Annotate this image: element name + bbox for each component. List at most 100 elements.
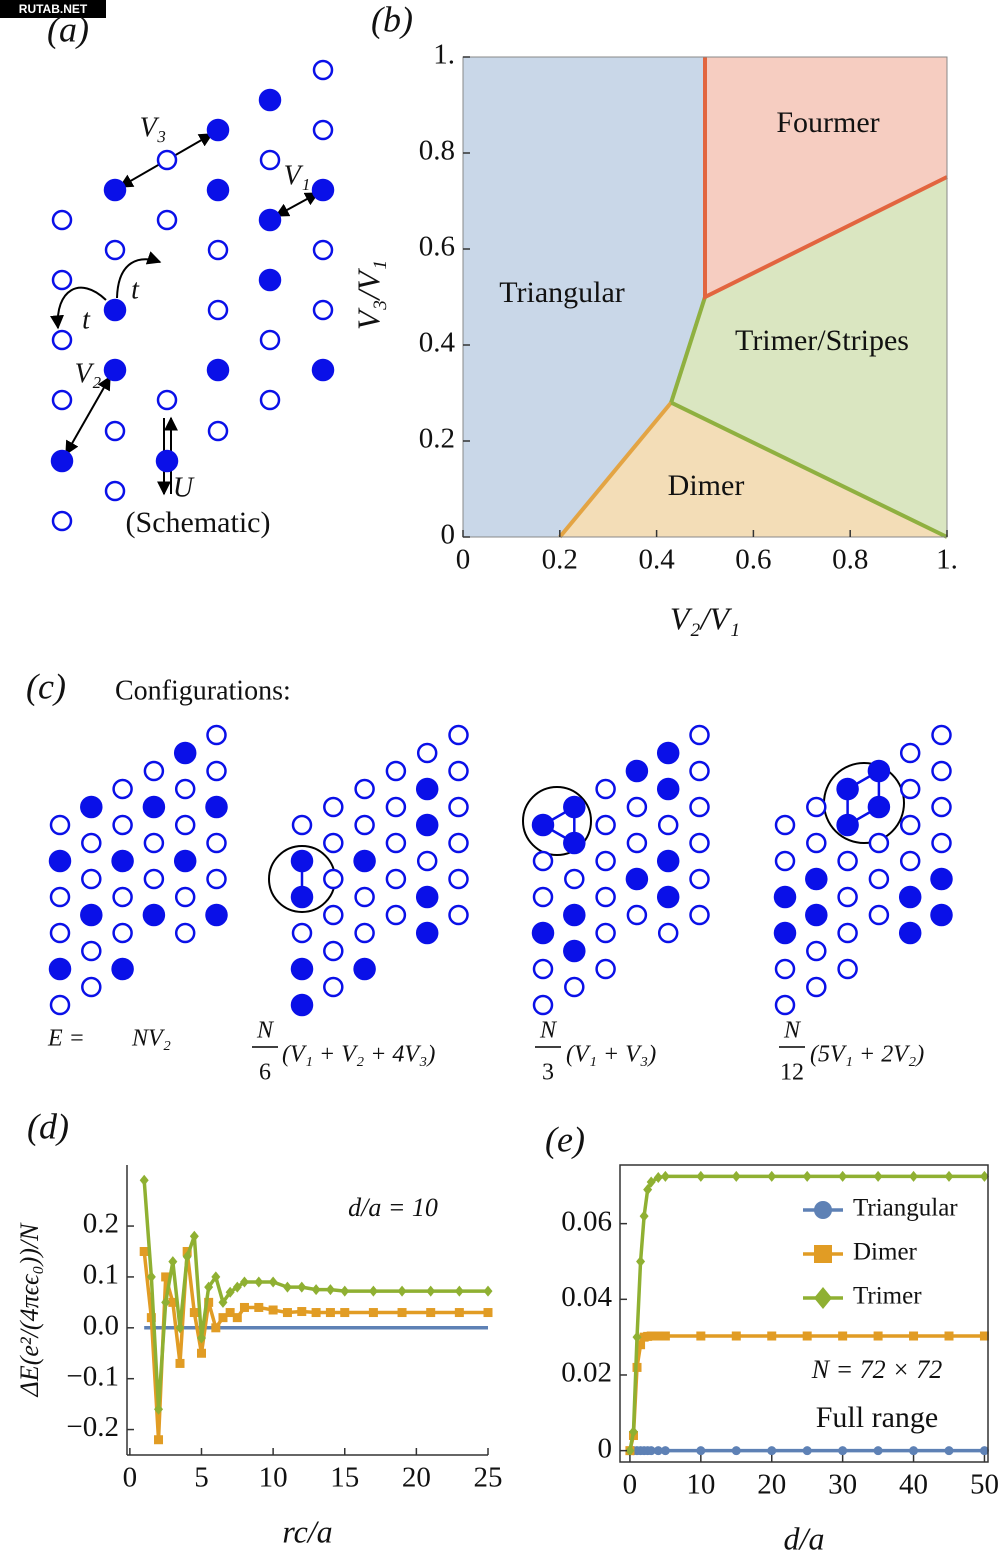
- filled-site: [415, 813, 439, 837]
- filled-site: [48, 957, 72, 981]
- energy: NV₂: [131, 1026, 171, 1052]
- panel-label: (c): [26, 666, 66, 706]
- x-tick-label: 0.6: [735, 544, 771, 576]
- x-tick-label: 0: [123, 1462, 138, 1494]
- empty-site: [931, 724, 952, 746]
- empty-site: [689, 832, 710, 854]
- empty-site: [207, 239, 229, 261]
- frame: [462, 56, 948, 538]
- filled-site: [142, 795, 166, 819]
- annotation: N = 72 × 72: [811, 1355, 942, 1384]
- filled-site: [531, 813, 555, 837]
- phase-boundary: [703, 57, 948, 301]
- filled-site: [103, 178, 127, 202]
- filled-site: [353, 957, 376, 981]
- phase-boundary: [670, 400, 948, 539]
- empty-site: [564, 868, 585, 890]
- marker: [340, 1308, 350, 1318]
- panel-label: (e): [545, 1119, 585, 1159]
- marker: [232, 1281, 242, 1293]
- marker: [225, 1286, 235, 1298]
- y-tick-label: 0.2: [83, 1208, 119, 1240]
- filled-site: [836, 777, 859, 801]
- x-axis-label: d/a: [784, 1520, 825, 1556]
- energy: (V₁ + V₂ + 4V₃): [282, 1042, 435, 1068]
- empty-site: [899, 778, 921, 800]
- empty-site: [81, 868, 102, 890]
- filled-site: [930, 867, 953, 891]
- empty-site: [689, 796, 710, 818]
- y-tick-label: 0.4: [419, 327, 456, 359]
- empty-site: [657, 922, 679, 944]
- filled-site: [656, 885, 680, 909]
- x-tick-label: 20: [402, 1462, 431, 1494]
- marker: [239, 1302, 249, 1312]
- empty-site: [532, 994, 554, 1016]
- v1-label: V₁: [284, 160, 311, 191]
- u-label: U: [173, 472, 195, 503]
- empty-site: [899, 850, 921, 872]
- empty-site: [385, 832, 407, 854]
- v2-label: V₂: [75, 358, 102, 389]
- empty-site: [354, 778, 375, 800]
- marker: [767, 1446, 777, 1456]
- empty-site: [323, 796, 344, 818]
- empty-site: [774, 850, 796, 872]
- marker: [767, 1170, 777, 1182]
- empty-site: [416, 850, 438, 872]
- x-tick-label: 50: [970, 1469, 999, 1501]
- filled-site: [258, 208, 282, 232]
- empty-site: [385, 760, 407, 782]
- chart: (b) Triangular Fourmer Trimer/Stripes Dimer 0…: [350, 0, 958, 636]
- empty-site: [595, 958, 616, 980]
- y-axis-label: ΔE(e²/(4πϵϵ₀))/N: [15, 1222, 44, 1398]
- empty-site: [868, 904, 890, 926]
- x-axis-label: rc/a: [282, 1513, 332, 1549]
- phase-region: [559, 402, 947, 537]
- y-tick-label: 0.06: [561, 1205, 612, 1237]
- empty-site: [354, 922, 375, 944]
- filled-site: [415, 921, 439, 945]
- annotation: d/a = 10: [348, 1193, 438, 1222]
- empty-site: [448, 760, 469, 782]
- filled-site: [50, 449, 74, 473]
- filled-site: [867, 795, 891, 819]
- marker: [168, 1256, 178, 1268]
- marker: [802, 1170, 812, 1182]
- chart: (d) 0 5 10 15 20 25 −0.2 −0.1 0.0 0.1 0.2 rc/a ΔE(e²/…: [15, 1106, 503, 1549]
- t-label: t: [82, 304, 91, 335]
- phase-region: [671, 177, 947, 537]
- empty-site: [564, 976, 585, 998]
- filled-site: [353, 849, 376, 873]
- panel-label: (a): [47, 9, 89, 49]
- frame: [619, 1164, 989, 1463]
- empty-site: [385, 796, 407, 818]
- fraction-denominator: 6: [259, 1060, 271, 1086]
- hop-arrow: [116, 251, 162, 299]
- empty-site: [595, 814, 616, 836]
- marker: [211, 1271, 221, 1283]
- fraction-numerator: N: [539, 1018, 558, 1044]
- filled-site: [625, 759, 649, 783]
- marker: [646, 1331, 656, 1341]
- filled-site: [290, 849, 314, 873]
- marker: [696, 1331, 706, 1341]
- empty-site: [143, 868, 165, 890]
- marker: [254, 1302, 264, 1312]
- filled-site: [103, 358, 127, 382]
- empty-site: [323, 904, 344, 926]
- marker: [838, 1331, 848, 1341]
- empty-site: [931, 760, 952, 782]
- y-tick-label: 0.2: [419, 423, 455, 455]
- marker: [325, 1284, 335, 1296]
- y-tick-label: 1.: [433, 39, 455, 71]
- marker: [189, 1230, 199, 1242]
- marker: [696, 1170, 706, 1182]
- configurations-title: Configurations:: [115, 675, 291, 706]
- empty-site: [595, 850, 616, 872]
- empty-site: [806, 796, 827, 818]
- empty-site: [143, 760, 165, 782]
- empty-site: [49, 994, 71, 1016]
- empty-site: [259, 389, 281, 411]
- filled-site: [206, 178, 230, 202]
